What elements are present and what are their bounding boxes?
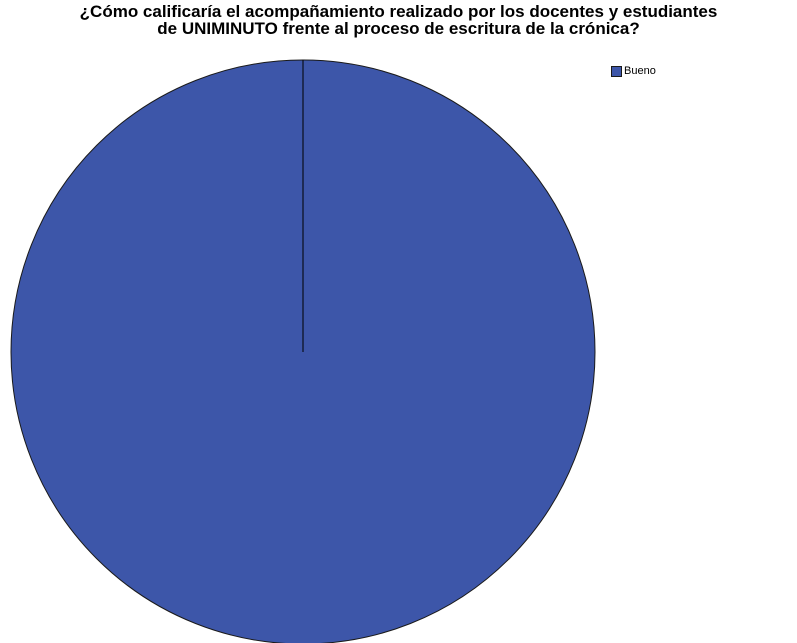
chart-title: ¿Cómo calificaría el acompañamiento real… [0,3,797,37]
chart-title-line-1: ¿Cómo calificaría el acompañamiento real… [79,2,718,21]
chart-title-line-2: de UNIMINUTO frente al proceso de escrit… [157,19,640,38]
legend-label-bueno: Bueno [624,65,656,77]
legend: Bueno [611,65,656,77]
legend-swatch-bueno [611,65,622,77]
